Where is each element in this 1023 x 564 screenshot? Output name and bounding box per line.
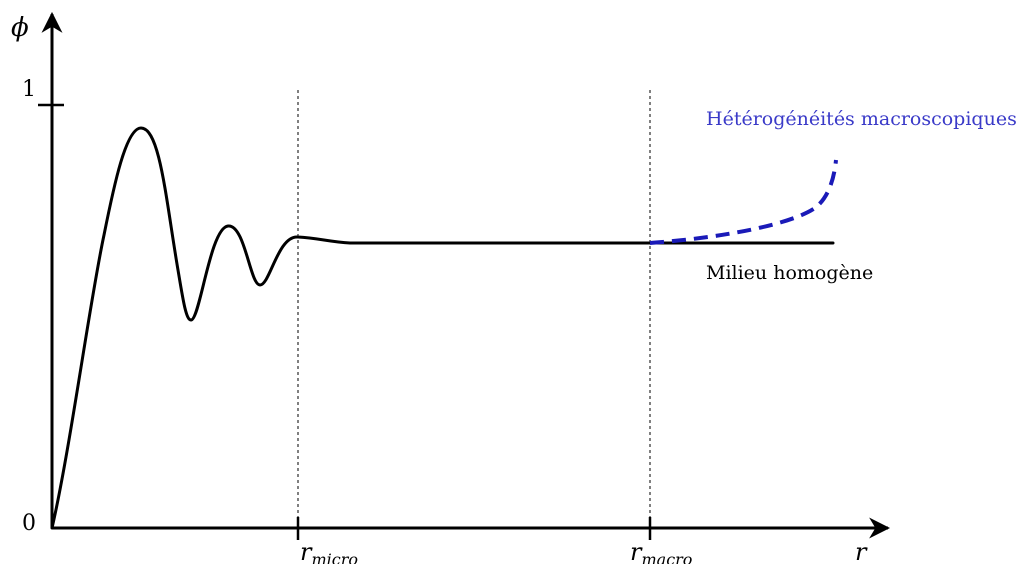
- main-curve: [50, 126, 835, 530]
- r-macro-subscript: macro: [641, 550, 692, 564]
- heterogeneity-curve: [649, 159, 838, 245]
- y-tick-zero-label: 0: [22, 511, 36, 536]
- r-macro-base: r: [630, 538, 643, 564]
- r-macro-label: rmacro: [630, 538, 692, 564]
- homogeneous-medium-label: Milieu homogène: [706, 262, 873, 284]
- r-micro-base: r: [300, 538, 313, 564]
- y-axis-symbol: ϕ: [11, 13, 29, 43]
- r-micro-subscript: micro: [311, 550, 358, 564]
- x-axis-symbol: r: [855, 538, 868, 564]
- y-tick-one-label: 1: [22, 77, 36, 102]
- macroscopic-heterogeneities-label: Hétérogénéités macroscopiques: [706, 108, 1017, 130]
- r-micro-label: rmicro: [300, 538, 358, 564]
